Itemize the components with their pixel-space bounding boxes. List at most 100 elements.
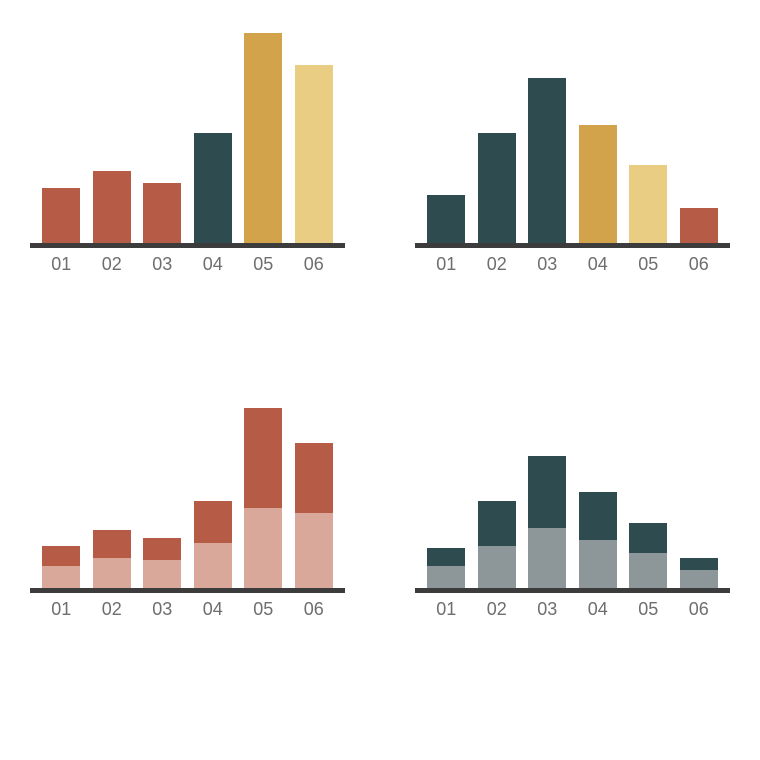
bar [93,171,131,243]
x-axis-label: 05 [238,254,289,275]
bar-column [87,33,138,243]
x-axis-label: 03 [522,254,573,275]
bar-column [472,33,523,243]
bar-segment [478,501,516,546]
bar-column [421,33,472,243]
x-axis-label: 02 [472,254,523,275]
bar-column [289,33,340,243]
bar-segment [579,125,617,243]
bar-segment [295,513,333,588]
x-axis-label: 04 [188,599,239,620]
bar [579,492,617,588]
bar [244,408,282,588]
x-axis-labels: 010203040506 [30,248,345,275]
chart-bottom-right: 010203040506 [415,355,730,620]
bar-segment [680,558,718,570]
bar [143,183,181,243]
x-axis-label: 06 [289,254,340,275]
x-axis-label: 01 [36,599,87,620]
bar-segment [629,165,667,243]
bar [427,195,465,243]
bar-segment [143,538,181,560]
x-axis-label: 03 [137,254,188,275]
bar [194,501,232,588]
bar-segment [427,548,465,566]
x-axis-label: 03 [522,599,573,620]
bar-column [421,378,472,588]
bar-column [36,378,87,588]
bar-segment [194,543,232,588]
bar [528,456,566,588]
bar-column [238,378,289,588]
bar-column [623,378,674,588]
x-axis-label: 06 [289,599,340,620]
x-axis-label: 04 [573,599,624,620]
bars-area [30,378,345,588]
bar-column [472,378,523,588]
x-axis-label: 01 [36,254,87,275]
bar-column [188,378,239,588]
bar [93,530,131,588]
x-axis-label: 02 [87,599,138,620]
chart-bottom-left: 010203040506 [30,355,345,620]
x-axis-label: 03 [137,599,188,620]
bar-segment [295,443,333,513]
x-axis-label: 05 [623,599,674,620]
bar [680,208,718,243]
bar-segment [579,540,617,588]
bar-segment [478,546,516,588]
bar [244,33,282,243]
bar-column [573,33,624,243]
x-axis-labels: 010203040506 [30,593,345,620]
bar-segment [244,33,282,243]
bar [42,546,80,588]
bar-column [188,33,239,243]
bar [478,133,516,243]
bar-column [522,33,573,243]
bar-column [674,33,725,243]
bar [478,501,516,588]
bar-segment [143,560,181,588]
bar-column [238,33,289,243]
bar [295,443,333,588]
x-axis-label: 02 [472,599,523,620]
bar-segment [42,188,80,243]
bar [42,188,80,243]
bar [427,548,465,588]
x-axis-labels: 010203040506 [415,593,730,620]
bar-segment [427,566,465,588]
bar-segment [93,171,131,243]
bar-segment [244,508,282,588]
x-axis-label: 01 [421,254,472,275]
bar-segment [629,553,667,588]
bar [143,538,181,588]
x-axis-label: 04 [188,254,239,275]
bar-segment [579,492,617,540]
bar [579,125,617,243]
chart-grid: 0102030405060102030405060102030405060102… [0,0,760,760]
bar [194,133,232,243]
bar-column [137,33,188,243]
bar-segment [244,408,282,508]
bar-segment [194,501,232,543]
bar-segment [143,183,181,243]
x-axis-label: 04 [573,254,624,275]
bar-segment [478,133,516,243]
bar-column [674,378,725,588]
bar-column [289,378,340,588]
chart-top-right: 010203040506 [415,10,730,275]
bar-segment [93,558,131,588]
chart-top-left: 010203040506 [30,10,345,275]
bar [629,523,667,588]
bar-segment [528,528,566,588]
bar-segment [42,566,80,588]
bar-segment [93,530,131,558]
bar-column [137,378,188,588]
bar-segment [42,546,80,566]
x-axis-label: 06 [674,599,725,620]
bar [295,65,333,243]
bar-column [522,378,573,588]
bar-segment [680,208,718,243]
bar [629,165,667,243]
bar-segment [629,523,667,553]
